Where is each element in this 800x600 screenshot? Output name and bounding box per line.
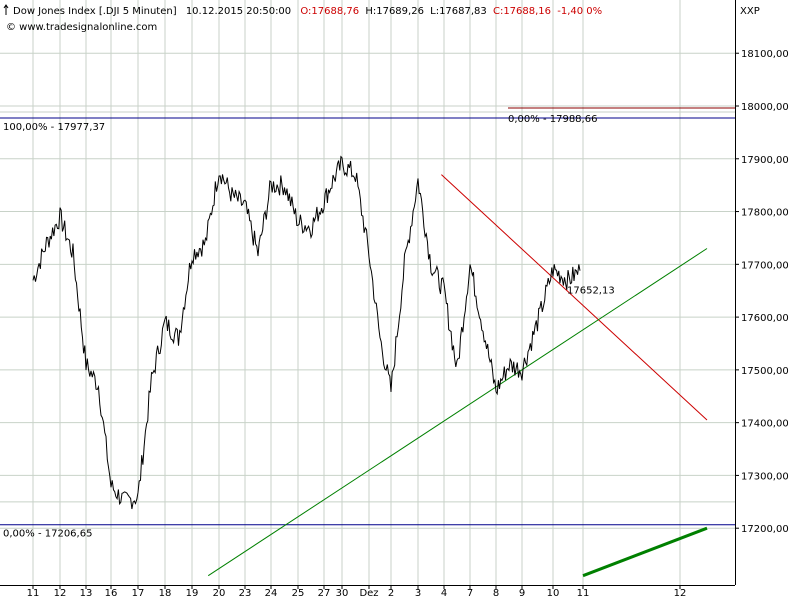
header-open: O:17688,76 (300, 6, 359, 17)
grid (0, 0, 735, 585)
support-trendline (582, 526, 708, 578)
y-tick-label: 18100,00 (741, 49, 789, 60)
trendline-value-label: 17652,13 (567, 286, 615, 297)
x-tick-label: 16 (105, 588, 118, 599)
x-tick-label: 11 (577, 588, 590, 599)
y-axis: 18100,00 18000,00 17900,00 17800,00 17700,00… (735, 49, 789, 535)
header-change: -1,40 0% (557, 6, 602, 17)
x-tick-label: 12 (54, 588, 67, 599)
x-tick-label: 24 (265, 588, 278, 599)
y-tick-label: 17700,00 (741, 260, 789, 271)
y-tick-label: 17900,00 (741, 155, 789, 166)
header-low: L:17687,83 (430, 6, 487, 17)
x-tick-label: 20 (213, 588, 226, 599)
x-tick-label: 3 (415, 588, 421, 599)
x-tick-label: 23 (239, 588, 252, 599)
y-tick-label: 17800,00 (741, 208, 789, 219)
x-tick-label: 19 (186, 588, 199, 599)
y-tick-label: 17200,00 (741, 524, 789, 535)
y-tick-label: 17600,00 (741, 313, 789, 324)
fib-label: 0,00% - 17206,65 (3, 529, 92, 540)
x-tick-label: 10 (547, 588, 560, 599)
y-tick-label: 17400,00 (741, 419, 789, 430)
annotations: 100,00% - 17977,37 0,00% - 17206,65 0,00% … (3, 114, 615, 540)
x-tick-label: 25 (292, 588, 305, 599)
x-tick-label: 12 (674, 588, 687, 599)
resistance-trendline (441, 174, 708, 421)
x-axis: 11 12 13 16 17 18 19 20 23 24 25 27 30 Dez 2 3 4 7 8 9 10 11 1… (27, 585, 687, 599)
fib-levels (0, 107, 735, 526)
x-tick-label: 8 (493, 588, 499, 599)
x-tick-label: 30 (336, 588, 349, 599)
x-tick-label: 4 (441, 588, 447, 599)
support-trendline (207, 248, 708, 577)
symbol-icon (3, 4, 9, 15)
plot-area (0, 0, 735, 585)
level-label: 0,00% - 17988,66 (508, 114, 597, 125)
header-instrument: Dow Jones Index [.DJI 5 Minuten] (13, 6, 177, 17)
x-tick-label: 2 (388, 588, 394, 599)
header-datetime: 10.12.2015 20:50:00 (186, 6, 291, 17)
header-high: H:17689,26 (365, 6, 424, 17)
x-tick-label: 17 (132, 588, 145, 599)
svg-text:Dow Jones Index [.DJI 5 Minut: Dow Jones Index [.DJI 5 Minuten] 10.12.2… (13, 6, 602, 17)
x-tick-label: 11 (27, 588, 40, 599)
x-tick-label: 27 (318, 588, 331, 599)
price-series (32, 155, 581, 510)
x-tick-label: 13 (80, 588, 93, 599)
header-close: C:17688,16 (493, 6, 551, 17)
x-tick-label: 9 (519, 588, 525, 599)
price-line (32, 155, 581, 510)
axis-tag: XXP (740, 6, 760, 17)
x-tick-label: 18 (159, 588, 172, 599)
x-tick-label: 7 (467, 588, 473, 599)
x-tick-label: Dez (359, 588, 378, 599)
y-tick-label: 17500,00 (741, 366, 789, 377)
header-source: © www.tradesignalonline.com (6, 22, 157, 33)
fib-label: 100,00% - 17977,37 (3, 122, 105, 133)
trendlines (207, 174, 708, 578)
y-tick-label: 17300,00 (741, 471, 789, 482)
y-tick-label: 18000,00 (741, 102, 789, 113)
